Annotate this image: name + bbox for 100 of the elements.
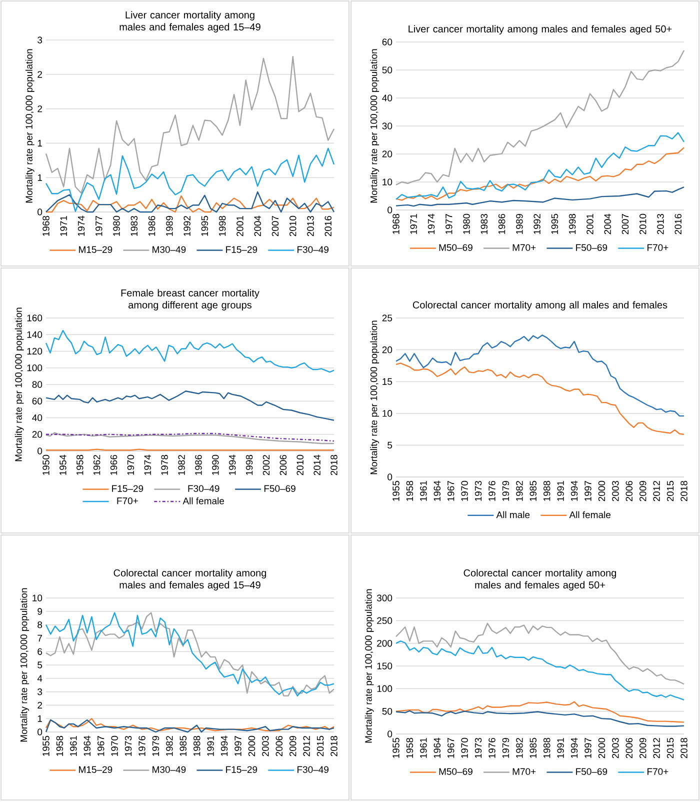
x-tick-label: 2015	[666, 480, 674, 502]
y-axis-title: Mortality rate per 100,000 population	[20, 588, 30, 742]
y-tick-label: 50	[382, 708, 392, 715]
x-tick-label: 2000	[598, 738, 606, 758]
legend-label: M70+	[512, 244, 536, 251]
x-tick-label: 1964	[84, 736, 91, 756]
x-tick-label: 1985	[180, 736, 187, 756]
legend-label: M15–29	[79, 766, 112, 773]
x-tick-label: 1968	[42, 216, 50, 236]
x-tick-label: 1961	[420, 480, 427, 501]
y-tick-label: 10	[32, 594, 42, 602]
x-tick-label: 2018	[680, 480, 688, 502]
x-tick-label: 1997	[584, 738, 592, 758]
x-tick-label: 1966	[110, 454, 118, 475]
legend-label: F70+	[117, 497, 138, 504]
x-tick-label: 1961	[420, 738, 427, 758]
y-tick-label: 0	[388, 206, 392, 214]
x-tick-label: 2015	[666, 738, 674, 758]
x-tick-label: 1970	[461, 480, 468, 501]
y-tick-label: 1	[38, 715, 42, 722]
x-tick-label: 1994	[570, 738, 578, 758]
x-tick-label: 1971	[410, 214, 417, 234]
y-tick-label: 1	[38, 174, 42, 181]
x-tick-label: 1954	[60, 454, 66, 475]
x-tick-label: 1994	[220, 736, 228, 756]
x-tick-label: 1962	[93, 454, 100, 475]
x-tick-label: 1998	[246, 454, 253, 475]
x-tick-label: 2013	[657, 214, 664, 234]
x-tick-label: 1982	[178, 454, 185, 475]
x-tick-label: 1958	[406, 738, 414, 758]
y-tick-label: 9	[38, 608, 42, 615]
x-tick-label: 1997	[234, 736, 242, 756]
x-tick-label: 1973	[474, 480, 482, 501]
y-tick-label: 7	[38, 634, 42, 642]
x-tick-label: 1982	[516, 480, 523, 501]
x-tick-label: 1961	[70, 736, 77, 756]
x-tick-label: 1992	[184, 216, 190, 236]
x-tick-label: 1994	[570, 480, 578, 501]
legend-label: All male	[496, 511, 530, 518]
y-tick-label: 20	[32, 431, 42, 438]
y-tick-label: 5	[38, 662, 42, 668]
x-tick-label: 2013	[307, 216, 314, 236]
x-tick-label: 1980	[113, 216, 120, 236]
x-tick-label: 1970	[127, 454, 134, 475]
x-tick-label: 2006	[626, 738, 633, 758]
y-tick-label: 0	[38, 208, 42, 216]
x-tick-label: 1964	[434, 480, 441, 501]
x-tick-label: 2001	[236, 216, 244, 236]
y-tick-label: 25	[382, 314, 392, 322]
x-tick-label: 2003	[262, 736, 269, 756]
legend-label: F50–69	[576, 244, 608, 251]
y-tick-label: 0	[38, 728, 42, 736]
y-tick-label: 2	[38, 702, 42, 709]
x-tick-label: 1988	[543, 738, 550, 758]
x-tick-label: 1978	[161, 454, 168, 475]
x-tick-label: 1955	[392, 480, 400, 501]
y-tick-label: 40	[382, 94, 392, 102]
x-tick-label: 1991	[557, 480, 564, 501]
x-tick-label: 1974	[78, 216, 85, 236]
y-tick-label: 200	[377, 640, 392, 647]
legend-label: F30–49	[298, 766, 328, 773]
legend-label: F70+	[648, 244, 668, 251]
x-tick-label: 2015	[316, 736, 324, 756]
x-tick-label: 2007	[622, 214, 629, 234]
x-tick-label: 1971	[60, 216, 67, 236]
legend-label: F15–29	[226, 766, 258, 773]
y-tick-label: 40	[32, 414, 42, 422]
x-tick-label: 2010	[639, 214, 646, 234]
x-tick-label: 1989	[516, 214, 523, 234]
x-tick-label: 1955	[42, 736, 50, 756]
x-tick-label: 1986	[148, 216, 156, 236]
x-tick-label: 1989	[166, 216, 173, 236]
legend-label: M15–29	[79, 246, 112, 253]
x-tick-label: 2006	[626, 480, 633, 502]
x-tick-label: 2006	[276, 736, 283, 756]
y-tick-label: 300	[376, 594, 392, 602]
y-tick-label: 30	[382, 122, 392, 130]
legend-label: M30–49	[152, 766, 186, 773]
x-tick-label: 1998	[568, 214, 576, 234]
x-tick-label: 1995	[201, 216, 208, 236]
y-tick-label: 6	[38, 648, 42, 655]
x-tick-label: 2000	[598, 480, 606, 502]
line-series	[395, 701, 685, 723]
x-tick-label: 1995	[551, 214, 558, 234]
x-tick-label: 1983	[130, 216, 138, 236]
x-tick-label: 1985	[530, 738, 537, 758]
y-tick-label: 3	[38, 688, 42, 696]
x-tick-label: 2018	[330, 454, 338, 476]
x-tick-label: 2006	[280, 454, 287, 476]
y-tick-label: 120	[27, 348, 42, 355]
legend-label: M30–49	[152, 246, 186, 253]
x-tick-label: 2001	[586, 214, 594, 234]
y-tick-label: 10	[382, 178, 392, 186]
x-tick-label: 1976	[488, 738, 496, 758]
legend-label: M70+	[512, 768, 536, 775]
x-tick-label: 1977	[446, 214, 452, 234]
chart-title: Colorectal cancer mortality among males and females aged 15–49	[114, 569, 266, 590]
x-tick-label: 2009	[639, 480, 646, 502]
x-tick-label: 1974	[144, 454, 152, 475]
y-tick-label: 20	[382, 346, 392, 354]
